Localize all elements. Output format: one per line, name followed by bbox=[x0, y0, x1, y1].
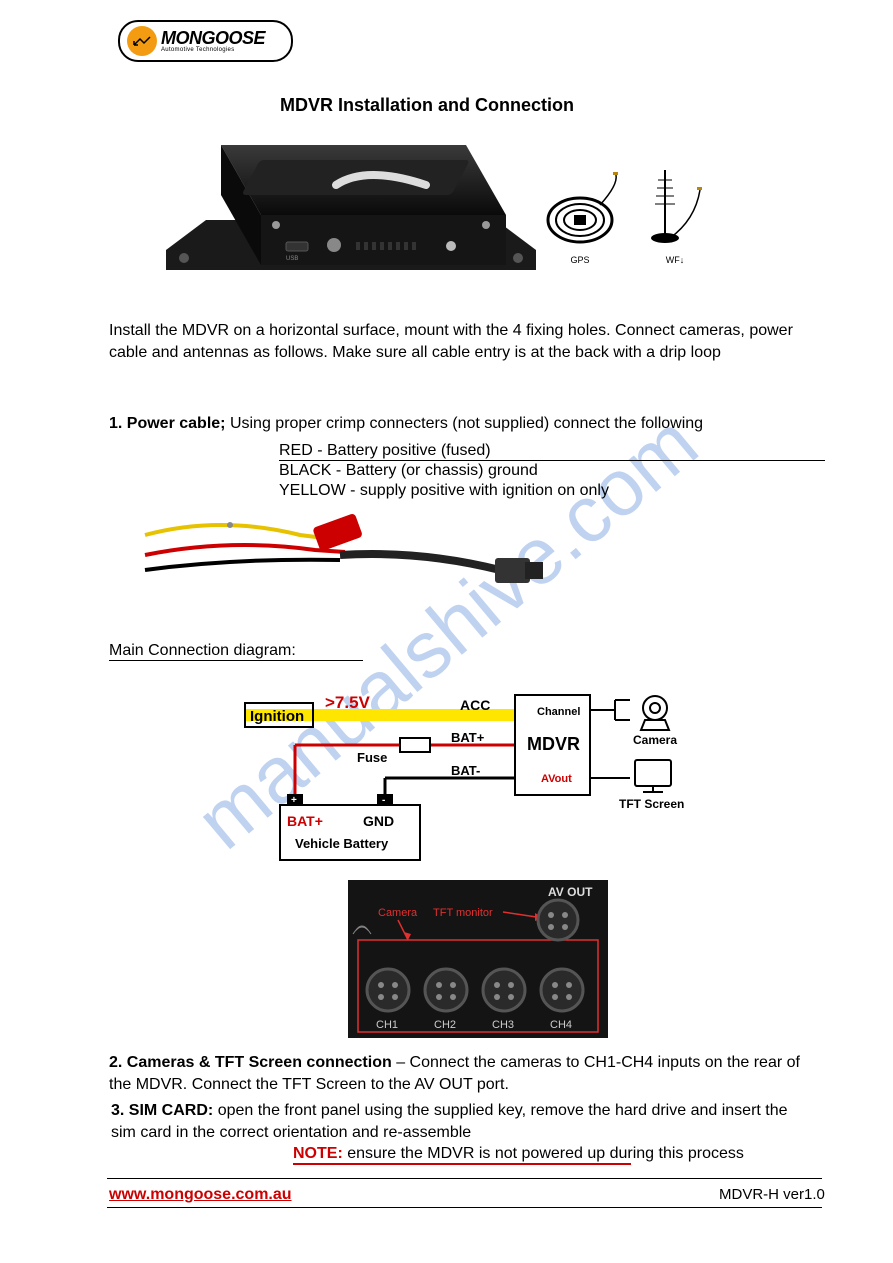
sim-heading: 3. SIM CARD: bbox=[111, 1102, 213, 1119]
wiring-diagram: Ignition >7.5V ACC Fuse BAT+ BAT- + - BA… bbox=[235, 690, 725, 875]
w-batplus: BAT+ bbox=[451, 730, 485, 745]
gps-label: GPS bbox=[540, 255, 620, 265]
w-bp: BAT+ bbox=[287, 813, 323, 829]
power-red: RED - Battery positive (fused) bbox=[279, 440, 491, 462]
svg-text:AV OUT: AV OUT bbox=[548, 885, 593, 899]
footer-website-link[interactable]: www.mongoose.com.au bbox=[109, 1186, 292, 1204]
brand-logo: MONGOOSE Automotive Technologies bbox=[118, 20, 293, 62]
svg-text:USB: USB bbox=[286, 256, 298, 262]
note-line: NOTE: ensure the MDVR is not powered up … bbox=[293, 1145, 744, 1163]
power-heading: 1. Power cable; bbox=[109, 415, 226, 432]
power-yellow: YELLOW - supply positive with ignition o… bbox=[279, 480, 609, 502]
sim-section: 3. SIM CARD: open the front panel using … bbox=[111, 1100, 811, 1143]
av-heading: 2. Cameras & TFT Screen connection bbox=[109, 1054, 392, 1071]
svg-text:CH2: CH2 bbox=[434, 1019, 456, 1031]
svg-text:-: - bbox=[382, 795, 385, 806]
power-cable-image bbox=[140, 500, 570, 635]
w-vbatt: Vehicle Battery bbox=[295, 836, 389, 851]
antenna-accessories: GPS WF↓ bbox=[540, 160, 710, 265]
wf-antenna-icon bbox=[640, 160, 710, 250]
w-batminus: BAT- bbox=[451, 763, 480, 778]
gps-antenna-icon bbox=[540, 160, 620, 250]
note-text: ensure the MDVR is not powered up during… bbox=[343, 1145, 744, 1162]
w-avout: AVout bbox=[541, 773, 572, 785]
svg-text:TFT monitor: TFT monitor bbox=[433, 907, 493, 919]
w-channel: Channel bbox=[537, 706, 580, 718]
av-section: 2. Cameras & TFT Screen connection – Con… bbox=[109, 1052, 809, 1095]
logo-main-text: MONGOOSE bbox=[161, 29, 265, 47]
main-connection-title: Main Connection diagram: bbox=[109, 640, 296, 662]
w-acc: ACC bbox=[460, 697, 490, 713]
note-label: NOTE: bbox=[293, 1145, 343, 1162]
connector-panel-image: AV OUT Camera TFT monitor CH1 CH2 CH3 CH… bbox=[348, 880, 608, 1043]
dvr-device-image: USB bbox=[166, 130, 536, 300]
w-ignition: Ignition bbox=[250, 708, 304, 725]
power-black: BLACK - Battery (or chassis) ground bbox=[279, 460, 538, 482]
w-fuse: Fuse bbox=[357, 750, 387, 765]
svg-text:Camera: Camera bbox=[378, 907, 418, 919]
w-camera: Camera bbox=[633, 733, 677, 747]
tft-icon bbox=[635, 760, 671, 792]
avout-connector-icon bbox=[538, 900, 578, 940]
svg-text:CH3: CH3 bbox=[492, 1019, 514, 1031]
svg-text:+: + bbox=[291, 795, 297, 806]
w-gnd: GND bbox=[363, 813, 394, 829]
intro-paragraph: Install the MDVR on a horizontal surface… bbox=[109, 320, 809, 363]
camera-icon bbox=[641, 696, 669, 730]
w-tft: TFT Screen bbox=[619, 797, 684, 811]
sim-desc: open the front panel using the supplied … bbox=[111, 1102, 788, 1141]
wf-label: WF↓ bbox=[640, 255, 710, 265]
footer-version: MDVR-H ver1.0 bbox=[719, 1186, 825, 1203]
svg-text:CH4: CH4 bbox=[550, 1019, 572, 1031]
page-title: MDVR Installation and Connection bbox=[280, 95, 574, 116]
w-mdvr: MDVR bbox=[527, 734, 580, 754]
svg-text:CH1: CH1 bbox=[376, 1019, 398, 1031]
power-section-line: 1. Power cable; Using proper crimp conne… bbox=[109, 415, 703, 433]
power-desc: Using proper crimp connecters (not suppl… bbox=[226, 415, 704, 432]
logo-disc-icon bbox=[127, 26, 157, 56]
w-voltage: >7.5V bbox=[325, 693, 371, 712]
logo-sub-text: Automotive Technologies bbox=[161, 47, 265, 53]
